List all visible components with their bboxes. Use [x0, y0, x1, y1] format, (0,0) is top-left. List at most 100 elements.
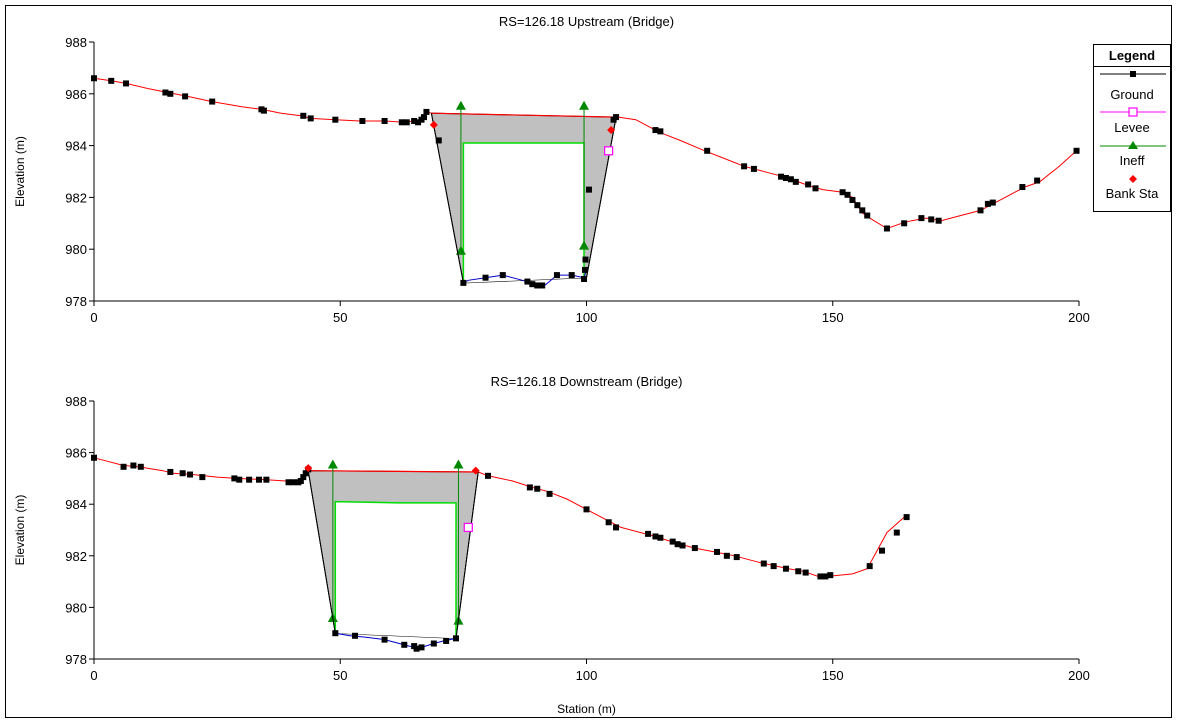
ground-point [581, 275, 588, 282]
ground-point [864, 212, 871, 219]
ineff-marker [327, 459, 338, 469]
left-abutment [307, 470, 336, 634]
y-tick-label: 982 [65, 190, 87, 205]
y-tick-label: 988 [65, 394, 87, 409]
ground-point [302, 470, 309, 477]
bridge-opening [463, 143, 584, 283]
ground-point [1073, 147, 1080, 154]
ground-point [859, 207, 866, 214]
ground-point [822, 573, 829, 580]
ground-point [398, 119, 405, 126]
ground-line-right [618, 116, 1077, 230]
ground-point [524, 278, 531, 285]
ground-point [839, 189, 846, 196]
ground-point [568, 272, 575, 279]
ground-point [285, 479, 292, 486]
x-tick-label: 50 [333, 310, 347, 325]
ineff-marker [455, 100, 466, 110]
ground-point [613, 524, 620, 531]
x-tick-label: 0 [90, 668, 97, 683]
ground-point [300, 112, 307, 119]
ground-point [844, 191, 851, 198]
ground-point [652, 533, 659, 540]
ineff-marker [579, 100, 590, 110]
legend-label-bank-sta: Bank Sta [1105, 186, 1159, 201]
ground-point [849, 196, 856, 203]
y-tick-label: 982 [65, 549, 87, 564]
ground-point [290, 479, 297, 486]
ground-point [108, 77, 115, 84]
ground-point [854, 202, 861, 209]
ground-point [359, 117, 366, 124]
ground-point [300, 474, 307, 481]
ground-point [403, 119, 410, 126]
ground-point [893, 529, 900, 536]
ground-point [812, 185, 819, 192]
ground-point [307, 115, 314, 122]
ground-point [332, 630, 339, 637]
y-tick-label: 980 [65, 242, 87, 257]
ineff-legend-icon [1100, 141, 1166, 149]
ground-point [691, 545, 698, 552]
ground-point [415, 119, 422, 126]
ground-point [605, 519, 612, 526]
ground-point [935, 217, 942, 224]
ground-point [984, 200, 991, 207]
ground-point [413, 645, 420, 652]
ground-point [918, 215, 925, 222]
channel-line [335, 632, 457, 648]
ground-point [928, 216, 935, 223]
ground-point [246, 476, 253, 483]
ground-point [297, 477, 304, 484]
ground-point [817, 573, 824, 580]
y-axis-label: Elevation (m) [13, 495, 27, 566]
ground-point [714, 548, 721, 555]
legend: Legend Ground Levee Ineff Bank Sta [1093, 44, 1171, 212]
ineff-marker [453, 459, 464, 469]
ground-line-left [93, 77, 432, 123]
ground-point [209, 98, 216, 105]
ground-point [652, 127, 659, 134]
ground-point [582, 266, 589, 273]
ground-point [795, 568, 802, 575]
ground-point [1034, 177, 1041, 184]
x-tick-label: 100 [576, 668, 598, 683]
ground-point [866, 563, 873, 570]
ground-point [534, 485, 541, 492]
y-axis-label: Elevation (m) [13, 136, 27, 207]
legend-symbols [1100, 71, 1166, 183]
levee-marker [463, 522, 473, 533]
ground-point [443, 637, 450, 644]
deck-top-line [308, 470, 479, 473]
y-tick-label: 980 [65, 600, 87, 615]
ground-point [534, 282, 541, 289]
ground-point [613, 114, 620, 121]
ground-point [418, 644, 425, 651]
ground-point [430, 640, 437, 647]
y-tick-label: 984 [65, 139, 87, 154]
ground-point [420, 114, 427, 121]
ground-point [674, 541, 681, 548]
ground-point [231, 475, 238, 482]
ground-point [120, 463, 127, 470]
x-tick-label: 200 [1068, 668, 1090, 683]
ground-point [883, 225, 890, 232]
ground-point [583, 506, 590, 513]
ground-point [460, 279, 467, 286]
ground-point [452, 635, 459, 642]
x-tick-label: 50 [333, 668, 347, 683]
ground-point [123, 80, 130, 87]
levee-marker [604, 146, 614, 156]
levee-legend-icon [1100, 107, 1166, 117]
ground-point [352, 632, 359, 639]
panel-upstream: RS=126.18 Upstream (Bridge) 978 980 982 984 9… [13, 14, 1090, 325]
y-tick-label: 986 [65, 87, 87, 102]
x-tick-label: 150 [822, 668, 844, 683]
ground-point [827, 572, 834, 579]
ground-point [879, 547, 885, 554]
ground-point [187, 471, 194, 478]
ground-point [704, 147, 711, 154]
right-abutment [586, 117, 617, 278]
bank-station-marker [429, 120, 438, 129]
